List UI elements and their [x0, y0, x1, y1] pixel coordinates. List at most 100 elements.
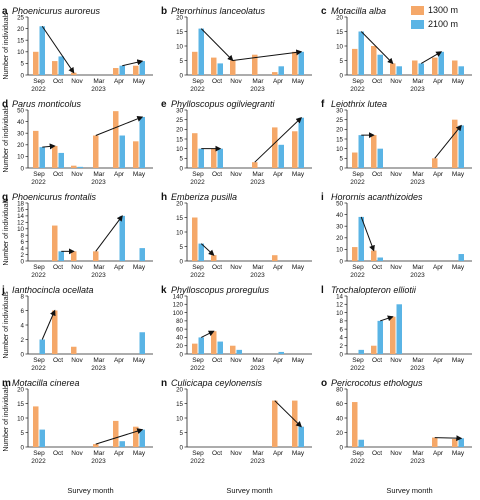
y-tick-label: 0: [180, 351, 184, 358]
x-tick-label: Mar: [412, 78, 424, 85]
bar-2100m-sep: [39, 429, 45, 447]
x-tick-label: Oct: [212, 78, 222, 85]
y-tick-label: 0: [21, 444, 25, 451]
x-year-label: 2022: [190, 272, 205, 279]
x-tick-label: Sep: [33, 264, 45, 271]
trend-arrow: [200, 28, 234, 62]
trend-arrow: [360, 216, 375, 252]
y-tick-label: 80: [336, 386, 343, 393]
y-tick-label: 20: [176, 386, 183, 393]
y-tick-label: 25: [17, 14, 24, 21]
x-tick-label: Nov: [230, 264, 242, 271]
x-tick-label: Sep: [33, 171, 45, 178]
y-tick-label: 18: [17, 200, 24, 207]
y-tick-label: 0: [340, 165, 344, 172]
legend-item-2100: 2100 m: [411, 17, 479, 31]
x-year-label: 2023: [410, 458, 425, 465]
y-tick-label: 8: [340, 318, 344, 325]
panel-letter: a: [2, 6, 8, 17]
bar-1300m-may: [292, 131, 298, 168]
x-tick-label: Apr: [273, 357, 284, 364]
x-year-label: 2022: [31, 272, 46, 279]
x-year-label: 2023: [410, 86, 425, 93]
bar-1300m-apr: [113, 68, 119, 75]
panel-b: b Pterorhinus lanceolatus 0 5 10 15 20 Sep Oct No…: [161, 6, 312, 93]
x-tick-label: May: [133, 78, 146, 85]
bar-1300m-apr: [272, 400, 278, 447]
panel-title: Leiothrix lutea: [331, 99, 387, 109]
panel-title: Phoenicurus frontalis: [12, 192, 97, 202]
y-tick-label: 14: [336, 293, 343, 300]
panel-title: Pericrocotus ethologus: [331, 378, 423, 388]
bar-1300m-may: [133, 426, 139, 447]
x-tick-label: Sep: [192, 357, 204, 364]
x-year-label: 2022: [190, 365, 205, 372]
y-tick-label: 0: [21, 258, 25, 265]
x-year-label: 2023: [250, 365, 265, 372]
bar-1300m-apr: [113, 420, 119, 447]
x-tick-label: Mar: [412, 357, 424, 364]
x-tick-label: Nov: [390, 78, 402, 85]
y-tick-label: 20: [336, 127, 343, 134]
bar-2100m-may: [298, 426, 304, 447]
bar-1300m-nov: [230, 60, 236, 75]
bar-2100m-sep: [358, 439, 364, 447]
x-tick-label: Oct: [212, 450, 222, 457]
y-tick-label: 20: [176, 14, 183, 21]
y-tick-label: 0: [21, 165, 25, 172]
bar-1300m-oct: [371, 46, 377, 75]
bar-2100m-apr: [278, 144, 284, 168]
bar-1300m-may: [452, 60, 458, 75]
y-tick-label: 10: [336, 43, 343, 50]
bar-1300m-oct: [371, 250, 377, 261]
bar-1300m-oct: [52, 145, 58, 168]
bar-2100m-apr: [278, 66, 284, 75]
y-axis-title: Number of individuals: [3, 12, 10, 80]
y-tick-label: 4: [21, 245, 25, 252]
x-tick-label: May: [452, 450, 465, 457]
panel-letter: i: [321, 192, 324, 203]
x-tick-label: Apr: [114, 264, 125, 271]
x-tick-label: May: [292, 450, 305, 457]
panel-h: h Emberiza pusilla 0 5 10 15 20 Sep Oct Nov Mar Apr…: [161, 192, 312, 279]
bar-2100m-may: [139, 429, 145, 447]
y-tick-label: 80: [176, 318, 183, 325]
x-tick-label: Nov: [390, 264, 402, 271]
bar-2100m-sep: [358, 31, 364, 75]
bar-1300m-sep: [33, 51, 39, 75]
x-tick-label: Apr: [114, 171, 125, 178]
y-tick-label: 0: [21, 72, 25, 79]
y-tick-label: 10: [17, 415, 24, 422]
bar-1300m-mar: [252, 54, 258, 75]
panel-title: Ianthocincla ocellata: [12, 285, 94, 295]
y-tick-label: 5: [21, 61, 25, 68]
y-tick-label: 30: [176, 107, 183, 114]
y-tick-label: 30: [17, 131, 24, 138]
panel-f: f Leiothrix lutea 0 5 10 15 20 25 30 Sep Oct Nov Mar…: [321, 99, 472, 186]
y-tick-label: 20: [17, 142, 24, 149]
legend-label-1300: 1300 m: [428, 5, 459, 15]
x-year-label: 2022: [350, 272, 365, 279]
bar-2100m-may: [139, 116, 145, 168]
bar-2100m-may: [139, 61, 145, 75]
trend-arrow: [360, 31, 394, 65]
bar-2100m-apr: [278, 351, 284, 354]
x-tick-label: Sep: [33, 357, 45, 364]
bar-2100m-sep: [198, 28, 204, 76]
y-tick-label: 0: [180, 165, 184, 172]
bar-1300m-oct: [211, 255, 217, 261]
bar-1300m-sep: [352, 48, 358, 75]
panel-title: Culicicapa ceylonensis: [171, 378, 263, 388]
bar-1300m-oct: [371, 135, 377, 168]
panel-title: Pterorhinus lanceolatus: [171, 6, 266, 16]
x-tick-label: May: [292, 264, 305, 271]
panel-title: Trochalopteron elliotii: [331, 285, 417, 295]
x-tick-label: May: [133, 357, 146, 364]
bar-1300m-sep: [192, 51, 198, 75]
bar-2100m-oct: [377, 148, 383, 168]
x-tick-label: Apr: [273, 171, 284, 178]
panel-letter: e: [161, 99, 167, 110]
y-tick-label: 15: [176, 136, 183, 143]
